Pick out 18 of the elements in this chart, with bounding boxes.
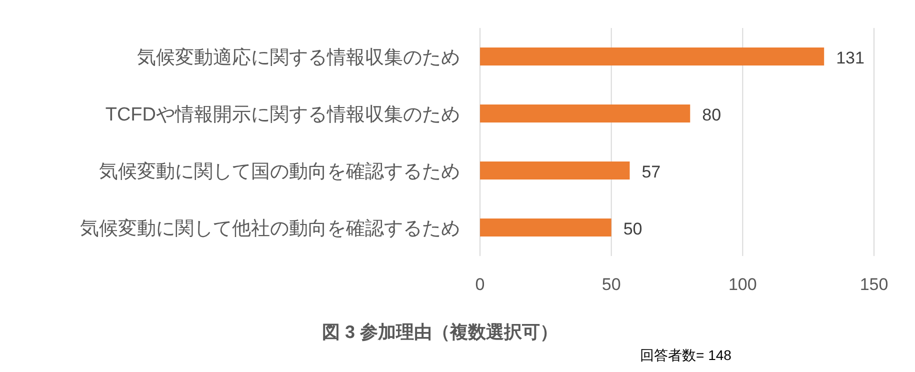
data-label: 80 — [702, 106, 722, 124]
bar — [480, 104, 690, 122]
y-tick-label: 気候変動に関して国の動向を確認するため — [99, 160, 460, 182]
x-tick-label: 100 — [728, 275, 757, 294]
y-tick-label: 気候変動適応に関する情報収集のため — [137, 46, 460, 68]
bar — [480, 218, 612, 236]
text: 図 3 参加理由（複数選択可） — [322, 322, 558, 342]
bar — [480, 162, 630, 180]
x-tick-label: 50 — [602, 275, 621, 294]
data-label: 57 — [642, 162, 661, 182]
y-tick-label: 気候変動に関して他社の動向を確認するため — [80, 218, 460, 240]
x-tick-label: 0 — [475, 275, 485, 294]
y-tick-label: TCFDや情報開示に関する情報収集のため — [105, 104, 460, 126]
bar — [480, 48, 824, 66]
x-tick-label: 150 — [860, 275, 888, 294]
data-label: 131 — [836, 48, 864, 68]
text: 回答者数= 148 — [640, 347, 732, 363]
data-label: 50 — [623, 220, 642, 238]
